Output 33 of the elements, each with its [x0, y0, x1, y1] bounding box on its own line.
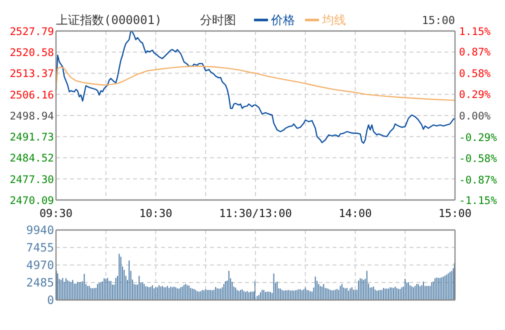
- x-tick-label: 15:00: [438, 207, 472, 220]
- text: -1.15%: [459, 195, 497, 207]
- y-tick-label: 2513.37: [10, 68, 54, 80]
- y-tick-label: 2520.58: [10, 47, 54, 60]
- y-tick-label: 9940: [26, 223, 54, 237]
- x-tick-label: 14:00: [338, 207, 372, 220]
- y-tick-label: 7455: [26, 240, 54, 254]
- legend-label: 均线: [321, 13, 346, 27]
- text: 15:00: [422, 14, 455, 27]
- x-tick-label: 10:30: [139, 207, 172, 220]
- y-tick-label: 2491.73: [10, 132, 54, 144]
- y-tick-label: 2498.94: [10, 110, 54, 122]
- y-tick-label: 2527.79: [10, 26, 54, 38]
- text: -0.29%: [459, 132, 497, 144]
- text: 0.00%: [459, 110, 491, 122]
- chart-subtitle: 分时图: [200, 13, 236, 27]
- y-tick-label: 2485: [26, 276, 54, 290]
- text: 1.15%: [459, 26, 491, 38]
- y-tick-label: 2506.16: [10, 89, 54, 102]
- text: -0.58%: [459, 153, 497, 166]
- y-tick-label: 2477.30: [10, 174, 54, 186]
- text: -0.87%: [459, 174, 497, 186]
- x-tick-label: 11:30/13:00: [219, 207, 292, 220]
- x-tick-label: 09:30: [39, 207, 73, 220]
- y-tick-label: 0: [47, 293, 54, 307]
- chart-title: 上证指数(000001): [56, 13, 162, 27]
- text: 0.29%: [459, 89, 491, 102]
- y-tick-label: 4970: [26, 258, 54, 272]
- legend-label: 价格: [270, 13, 295, 27]
- text: 0.58%: [459, 68, 491, 80]
- y-tick-label: 2484.52: [10, 152, 54, 165]
- y-tick-label: 2470.09: [10, 195, 54, 207]
- text: 0.87%: [459, 46, 491, 59]
